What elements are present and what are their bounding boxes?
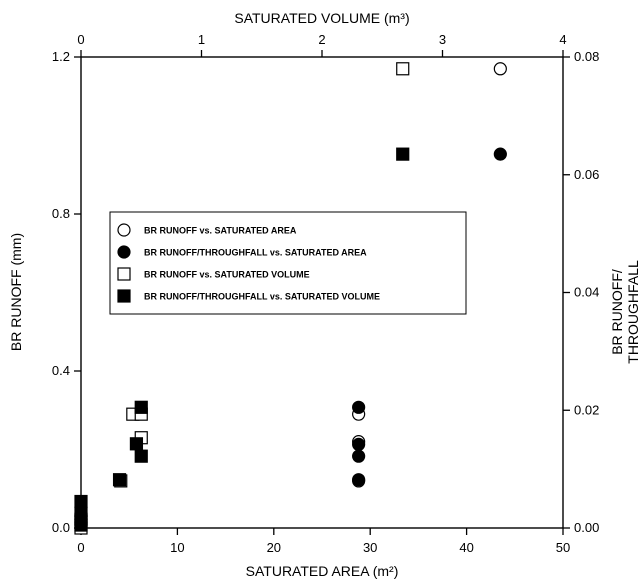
series-4-point: [134, 400, 148, 414]
bottom-axis-tick-label: 0: [77, 540, 84, 555]
axis-tick-labels: 0 10 20 30 40 50 0 1 2 3 4 0.0 0.4 0.8 1.2 0.00 0.02 0.04…: [52, 32, 599, 555]
bottom-axis-tick-label: 20: [267, 540, 281, 555]
right-axis-tick-label: 0.06: [574, 167, 599, 182]
bottom-axis-tick-label: 40: [459, 540, 473, 555]
bottom-axis-title: SATURATED AREA (m²): [246, 563, 399, 579]
legend-label-1: BR RUNOFF vs. SATURATED AREA: [144, 226, 297, 236]
legend-label-3: BR RUNOFF vs. SATURATED VOLUME: [144, 270, 310, 280]
left-axis-tick-label: 0.8: [52, 206, 70, 221]
left-axis-tick-label: 0.4: [52, 363, 70, 378]
top-axis-tick-label: 2: [318, 32, 325, 47]
top-axis-tick-label: 3: [439, 32, 446, 47]
series-4-point: [129, 437, 144, 451]
series-4-point: [74, 494, 88, 509]
legend-label-2: BR RUNOFF/THROUGHFALL vs. SATURATED AREA: [144, 248, 367, 258]
top-axis-tick-label: 4: [559, 32, 566, 47]
right-axis-tick-label: 0.02: [574, 402, 599, 417]
legend-box: [109, 211, 467, 315]
series-2-point: [74, 509, 88, 523]
legend-marker-1: [117, 223, 131, 237]
right-axis-tick-label: 0.00: [574, 520, 599, 535]
series-2-point: [352, 437, 366, 451]
right-axis-tick-label: 0.08: [574, 49, 599, 64]
right-axis-tick-label: 0.04: [574, 285, 599, 300]
series-2-point: [352, 449, 366, 463]
bottom-axis-tick-label: 30: [363, 540, 377, 555]
left-axis-tick-label: 0.0: [52, 520, 70, 535]
legend-marker-2: [117, 245, 131, 259]
bottom-axis-tick-label: 10: [170, 540, 184, 555]
right-axis-title: BR RUNOFF/ THROUGHFALL: [609, 260, 641, 364]
top-axis-tick-label: 0: [77, 32, 84, 47]
left-axis-title: BR RUNOFF (mm): [8, 233, 24, 351]
series-2-point: [493, 147, 507, 161]
series-3-point: [396, 62, 410, 76]
bottom-axis-tick-label: 50: [556, 540, 570, 555]
top-axis-tick-label: 1: [198, 32, 205, 47]
legend: BR RUNOFF vs. SATURATED AREA BR RUNOFF/TH…: [109, 211, 467, 315]
series-2-point: [352, 473, 366, 487]
series-2-point: [352, 400, 366, 414]
series-4-point: [112, 473, 127, 487]
legend-marker-4: [117, 289, 131, 303]
right-axis-title-line-1: BR RUNOFF/: [609, 269, 625, 355]
legend-marker-3: [117, 267, 131, 281]
top-axis-title: SATURATED VOLUME (m³): [234, 10, 409, 26]
series-4-point: [134, 449, 148, 463]
left-axis-tick-label: 1.2: [52, 49, 70, 64]
data-points: [74, 62, 507, 535]
right-axis-title-line-2: THROUGHFALL: [625, 260, 641, 364]
series-4-point: [396, 147, 410, 161]
series-1-point: [493, 62, 507, 76]
legend-label-4: BR RUNOFF/THROUGHFALL vs. SATURATED VOLU…: [144, 292, 380, 302]
